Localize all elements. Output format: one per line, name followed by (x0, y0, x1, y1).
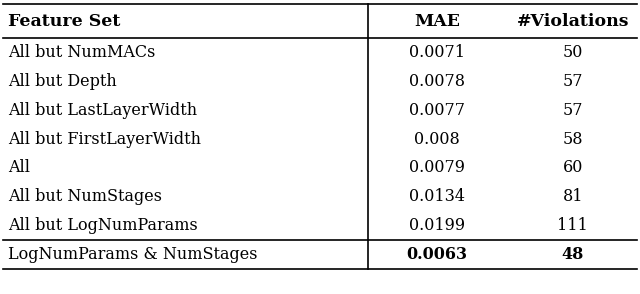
Text: All but FirstLayerWidth: All but FirstLayerWidth (8, 131, 201, 148)
Text: 0.0063: 0.0063 (406, 246, 467, 263)
Text: All but LogNumParams: All but LogNumParams (8, 217, 197, 234)
Text: All: All (8, 159, 29, 176)
Text: All but LastLayerWidth: All but LastLayerWidth (8, 102, 197, 119)
Text: All but NumMACs: All but NumMACs (8, 44, 155, 61)
Text: 0.0077: 0.0077 (409, 102, 465, 119)
Text: 111: 111 (557, 217, 588, 234)
Text: All but NumStages: All but NumStages (8, 188, 162, 205)
Text: All but Depth: All but Depth (8, 73, 116, 90)
Text: MAE: MAE (414, 13, 460, 30)
Text: 0.0134: 0.0134 (409, 188, 465, 205)
Text: 0.008: 0.008 (414, 131, 460, 148)
Text: 81: 81 (563, 188, 583, 205)
Text: 57: 57 (563, 73, 583, 90)
Text: 58: 58 (563, 131, 583, 148)
Text: 50: 50 (563, 44, 583, 61)
Text: Feature Set: Feature Set (8, 13, 120, 30)
Text: 0.0199: 0.0199 (409, 217, 465, 234)
Text: 0.0079: 0.0079 (409, 159, 465, 176)
Text: 57: 57 (563, 102, 583, 119)
Text: 60: 60 (563, 159, 583, 176)
Text: 0.0078: 0.0078 (409, 73, 465, 90)
Text: LogNumParams & NumStages: LogNumParams & NumStages (8, 246, 257, 263)
Text: #Violations: #Violations (516, 13, 629, 30)
Text: 0.0071: 0.0071 (409, 44, 465, 61)
Text: 48: 48 (562, 246, 584, 263)
